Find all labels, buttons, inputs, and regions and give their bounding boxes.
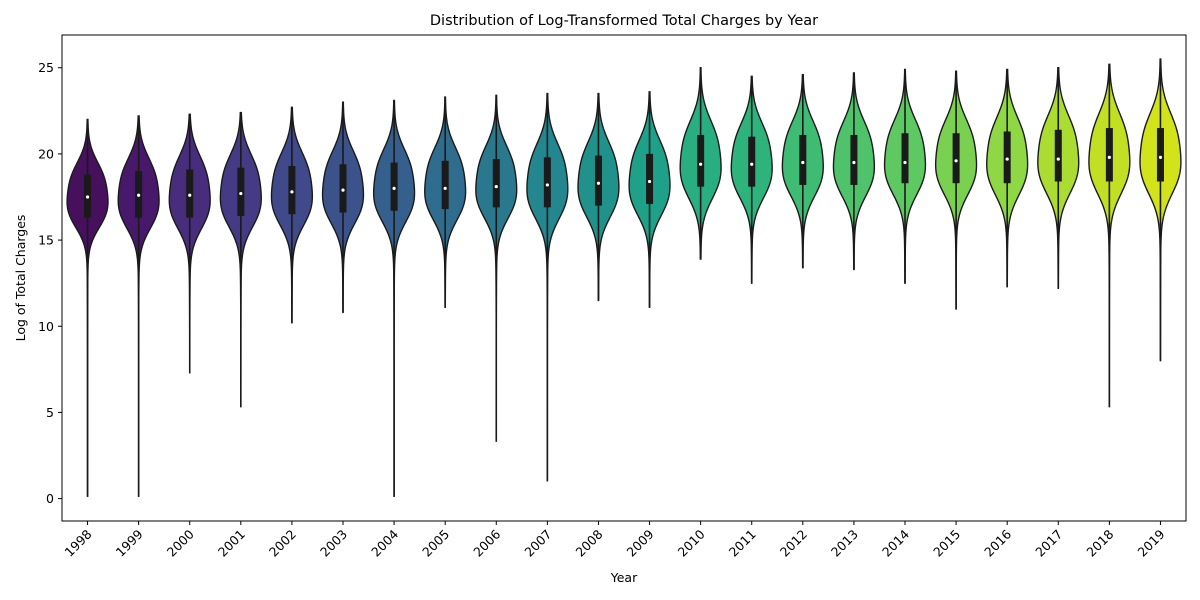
violin-iqr-box-2008 (594, 155, 602, 206)
violin-median-1999 (137, 193, 141, 197)
violin-iqr-box-2010 (697, 134, 705, 187)
violin-iqr-box-2015 (952, 133, 960, 184)
violin-median-2014 (903, 160, 907, 165)
x-axis-title: Year (610, 570, 638, 585)
violin-median-1998 (85, 195, 90, 199)
violins-group (66, 58, 1182, 497)
plot-frame (61, 34, 1187, 522)
y-tick-label: 15 (38, 233, 54, 248)
violin-median-2001 (239, 191, 243, 196)
violin-median-2004 (392, 186, 396, 190)
violin-median-2002 (290, 190, 294, 194)
violin-median-2010 (699, 162, 703, 166)
y-axis-title: Log of Total Charges (13, 215, 28, 342)
violin-iqr-box-2005 (441, 160, 449, 210)
y-tick-label: 20 (38, 146, 54, 161)
violin-median-2019 (1158, 155, 1163, 159)
violin-median-2009 (647, 179, 652, 184)
violin-iqr-box-2007 (543, 157, 551, 208)
violin-iqr-box-2011 (748, 136, 756, 187)
violin-median-2000 (188, 193, 192, 197)
violin-iqr-box-2003 (339, 164, 347, 213)
y-tick-label: 0 (46, 491, 54, 506)
violin-iqr-box-2018 (1105, 128, 1113, 182)
violin-iqr-box-2014 (901, 133, 909, 184)
violin-median-2016 (1005, 157, 1009, 161)
y-axis: 0 5 10 15 20 25 (38, 60, 62, 506)
violin-median-2003 (341, 188, 345, 192)
chart-title: Distribution of Log-Transformed Total Ch… (430, 13, 818, 29)
violin-iqr-box-2001 (237, 167, 245, 216)
violin-iqr-box-2016 (1003, 131, 1011, 184)
violin-iqr-box-2002 (288, 165, 296, 215)
violin-median-2018 (1107, 155, 1111, 159)
violin-iqr-box-2004 (390, 162, 398, 211)
violin-iqr-box-2013 (850, 134, 858, 185)
violin-median-2013 (852, 160, 856, 165)
violin-median-2017 (1056, 157, 1060, 161)
violin-median-2005 (443, 186, 447, 190)
violin-median-2008 (596, 181, 601, 185)
y-tick-label: 10 (38, 319, 54, 334)
violin-iqr-box-2009 (646, 153, 654, 204)
violin-iqr-box-2012 (799, 134, 807, 185)
violin-median-2012 (801, 160, 805, 165)
violin-iqr-box-2000 (186, 169, 194, 218)
violin-median-2011 (750, 162, 754, 166)
violin-iqr-box-2006 (492, 159, 500, 208)
violin-median-2006 (494, 185, 498, 189)
y-tick-label: 25 (38, 60, 54, 75)
violin-median-2007 (545, 183, 549, 187)
violin-iqr-box-2017 (1054, 129, 1062, 182)
y-tick-label: 5 (46, 405, 54, 420)
violin-median-2015 (954, 159, 958, 163)
violin-iqr-box-2019 (1156, 128, 1164, 182)
